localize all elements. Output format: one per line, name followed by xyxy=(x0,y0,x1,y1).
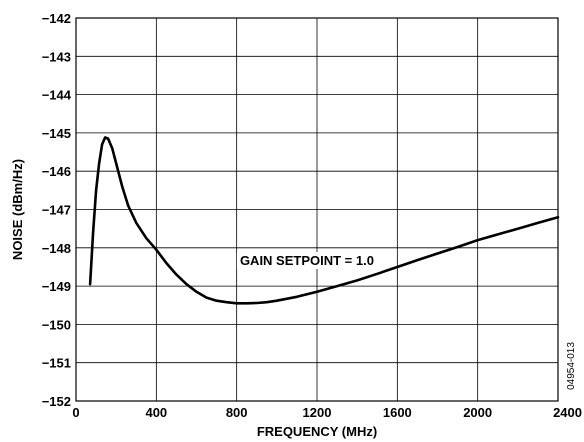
x-tick-label: 1200 xyxy=(303,405,332,420)
y-tick-label: −149 xyxy=(42,279,71,294)
y-tick-label: −143 xyxy=(42,49,71,64)
plot-frame xyxy=(75,17,559,402)
y-tick-label: −152 xyxy=(42,394,71,409)
x-axis-title: FREQUENCY (MHz) xyxy=(257,424,377,439)
y-tick-label: −151 xyxy=(42,356,71,371)
y-tick-label: −145 xyxy=(42,126,71,141)
annotation-background xyxy=(236,252,377,270)
y-axis-title: NOISE (dBm/Hz) xyxy=(10,159,25,260)
y-tick-label: −146 xyxy=(42,164,71,179)
figure-id: 04954-013 xyxy=(566,342,577,390)
y-tick-label: −144 xyxy=(42,88,72,103)
series-line xyxy=(88,136,560,305)
x-tick-label: 2400 xyxy=(553,405,582,420)
y-tick-labels: −142 −143 −144 −145 −146 −147 −148 −149 −150 −151… xyxy=(42,11,72,409)
y-tick-label: −147 xyxy=(42,203,71,218)
x-tick-label: 400 xyxy=(145,405,167,420)
y-tick-label: −148 xyxy=(42,241,71,256)
y-tick-label: −150 xyxy=(42,317,71,332)
x-tick-labels: 0 400 800 1200 1600 2000 2400 xyxy=(72,405,582,420)
x-tick-label: 0 xyxy=(72,405,79,420)
gain-setpoint-annotation: GAIN SETPOINT = 1.0 xyxy=(240,253,374,268)
y-tick-label: −142 xyxy=(42,11,71,26)
x-tick-label: 2000 xyxy=(463,405,492,420)
grid-lines xyxy=(75,17,559,402)
x-tick-label: 1600 xyxy=(383,405,412,420)
x-tick-label: 800 xyxy=(226,405,248,420)
